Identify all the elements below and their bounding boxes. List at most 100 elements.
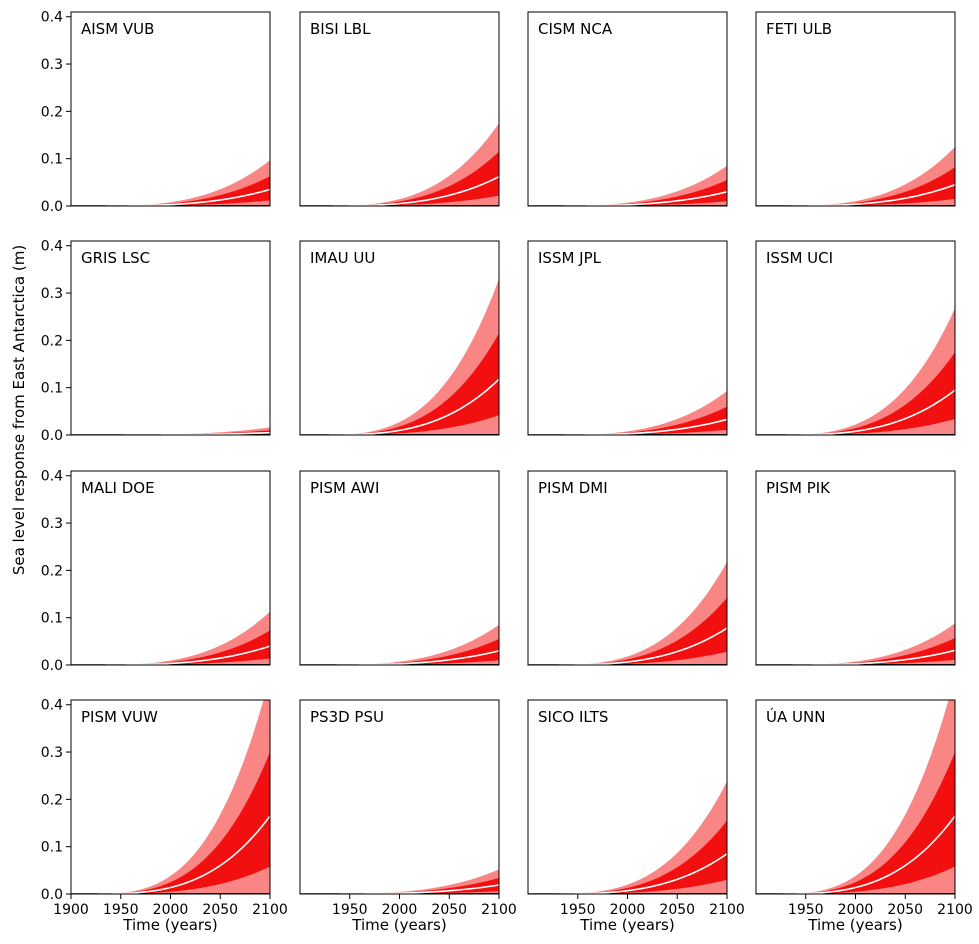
- inner-uncertainty-band: [528, 597, 727, 665]
- panel-frame: [70, 11, 271, 207]
- outer-uncertainty-band: [300, 624, 499, 665]
- y-tick-label: 0.1: [41, 840, 63, 856]
- y-tick-label: 0.1: [41, 381, 63, 397]
- panel-frame: [755, 470, 956, 666]
- outer-uncertainty-band: [300, 123, 499, 206]
- panel-title: ÚA UNN: [766, 707, 825, 726]
- outer-uncertainty-band: [71, 611, 270, 665]
- panel-frame: [70, 240, 271, 436]
- panel-plot-area: [528, 391, 727, 435]
- y-tick-label: 0.2: [41, 333, 63, 349]
- panel-title: GRIS LSC: [81, 249, 150, 267]
- inner-uncertainty-band: [756, 752, 955, 894]
- panel-frame: [299, 699, 500, 895]
- panel-plot-area: [300, 869, 499, 894]
- x-tick-label: 1950: [332, 902, 368, 918]
- panel: AISM VUB 0.0 0.1 0.2 0.3 0.4: [41, 10, 271, 215]
- x-axis-title: Time (years): [122, 916, 217, 934]
- outer-uncertainty-band: [528, 165, 727, 206]
- x-axis-title: Time (years): [579, 916, 674, 934]
- panel-title: SICO ILTS: [538, 708, 608, 726]
- panel-plot-area: [71, 611, 270, 665]
- panel-plot-area: [528, 781, 727, 894]
- panel: PISM AWI: [299, 470, 500, 666]
- panel-frame: [755, 11, 956, 207]
- inner-uncertainty-band: [300, 151, 499, 206]
- y-tick-label: 0.2: [41, 563, 63, 579]
- panel-title: MALI DOE: [81, 479, 155, 497]
- y-tick-label: 0.2: [41, 792, 63, 808]
- inner-uncertainty-band: [528, 820, 727, 894]
- panel: PISM VUW 0.0 0.1 0.2 0.3 0.4 1900 1950 2000 2050 2…: [41, 698, 288, 934]
- x-tick-label: 2050: [659, 902, 695, 918]
- outer-uncertainty-band: [756, 146, 955, 206]
- y-tick-label: 0.0: [41, 199, 63, 215]
- x-tick-label: 2000: [610, 902, 646, 918]
- inner-uncertainty-band: [71, 176, 270, 206]
- y-tick-label: 0.4: [41, 239, 63, 255]
- x-tick-label: 2100: [709, 902, 745, 918]
- panel-plot-area: [300, 624, 499, 665]
- panel-title: BISI LBL: [310, 20, 371, 38]
- inner-uncertainty-band: [756, 638, 955, 665]
- y-tick-label: 0.3: [41, 745, 63, 761]
- panel: PISM DMI: [527, 470, 728, 666]
- panel: PS3D PSU 1950 2000 2050 2100 Time (years): [299, 699, 517, 934]
- panel-plot-area: [756, 623, 955, 665]
- panel-plot-area: [300, 123, 499, 206]
- panels-group: AISM VUB 0.0 0.1 0.2 0.3 0.4 BISI LBL CISM NCA F…: [41, 10, 973, 934]
- panel-title: ISSM UCI: [766, 249, 833, 267]
- inner-uncertainty-band: [300, 638, 499, 665]
- panel-plot-area: [300, 278, 499, 435]
- y-tick-label: 0.0: [41, 887, 63, 903]
- x-tick-label: 2100: [252, 902, 288, 918]
- panel: ÚA UNN 1950 2000 2050 2100 Time (years): [755, 699, 973, 934]
- x-tick-label: 2050: [887, 902, 923, 918]
- x-tick-label: 1900: [53, 902, 89, 918]
- x-tick-label: 2100: [937, 902, 973, 918]
- outer-uncertainty-band: [71, 160, 270, 206]
- panel: ISSM JPL: [527, 240, 728, 436]
- y-tick-label: 0.3: [41, 286, 63, 302]
- inner-uncertainty-band: [300, 333, 499, 435]
- y-tick-label: 0.0: [41, 428, 63, 444]
- inner-uncertainty-band: [71, 752, 270, 894]
- panel-plot-area: [756, 146, 955, 206]
- inner-uncertainty-band: [756, 352, 955, 435]
- panel-title: PISM PIK: [766, 479, 831, 497]
- panel: FETI ULB: [755, 11, 956, 207]
- x-tick-label: 2000: [382, 902, 418, 918]
- panel-title: IMAU UU: [310, 249, 375, 267]
- panel-title: PS3D PSU: [310, 708, 384, 726]
- panel-frame: [527, 240, 728, 436]
- outer-uncertainty-band: [71, 427, 270, 435]
- outer-uncertainty-band: [756, 308, 955, 435]
- panel-frame: [299, 470, 500, 666]
- panel: BISI LBL: [299, 11, 500, 207]
- panel-frame: [527, 11, 728, 207]
- x-tick-label: 1950: [788, 902, 824, 918]
- inner-uncertainty-band: [71, 630, 270, 665]
- panel: CISM NCA: [527, 11, 728, 207]
- x-tick-label: 1950: [560, 902, 596, 918]
- panel-title: FETI ULB: [766, 20, 832, 38]
- panel-frame: [299, 11, 500, 207]
- x-tick-label: 2050: [431, 902, 467, 918]
- y-axis-title: Sea level response from East Antarctica …: [10, 245, 28, 575]
- panel-title: CISM NCA: [538, 20, 613, 38]
- panel: IMAU UU: [299, 240, 500, 436]
- y-tick-label: 0.4: [41, 10, 63, 26]
- panel-title: AISM VUB: [81, 20, 154, 38]
- panel: PISM PIK: [755, 470, 956, 666]
- panel: GRIS LSC 0.0 0.1 0.2 0.3 0.4: [41, 239, 271, 444]
- y-tick-label: 0.3: [41, 57, 63, 73]
- y-tick-label: 0.1: [41, 152, 63, 168]
- y-tick-label: 0.0: [41, 658, 63, 674]
- panel-title: ISSM JPL: [538, 249, 602, 267]
- x-tick-label: 2100: [481, 902, 517, 918]
- inner-uncertainty-band: [528, 406, 727, 435]
- x-tick-label: 2000: [838, 902, 874, 918]
- y-tick-label: 0.4: [41, 469, 63, 485]
- panel-title: PISM DMI: [538, 479, 608, 497]
